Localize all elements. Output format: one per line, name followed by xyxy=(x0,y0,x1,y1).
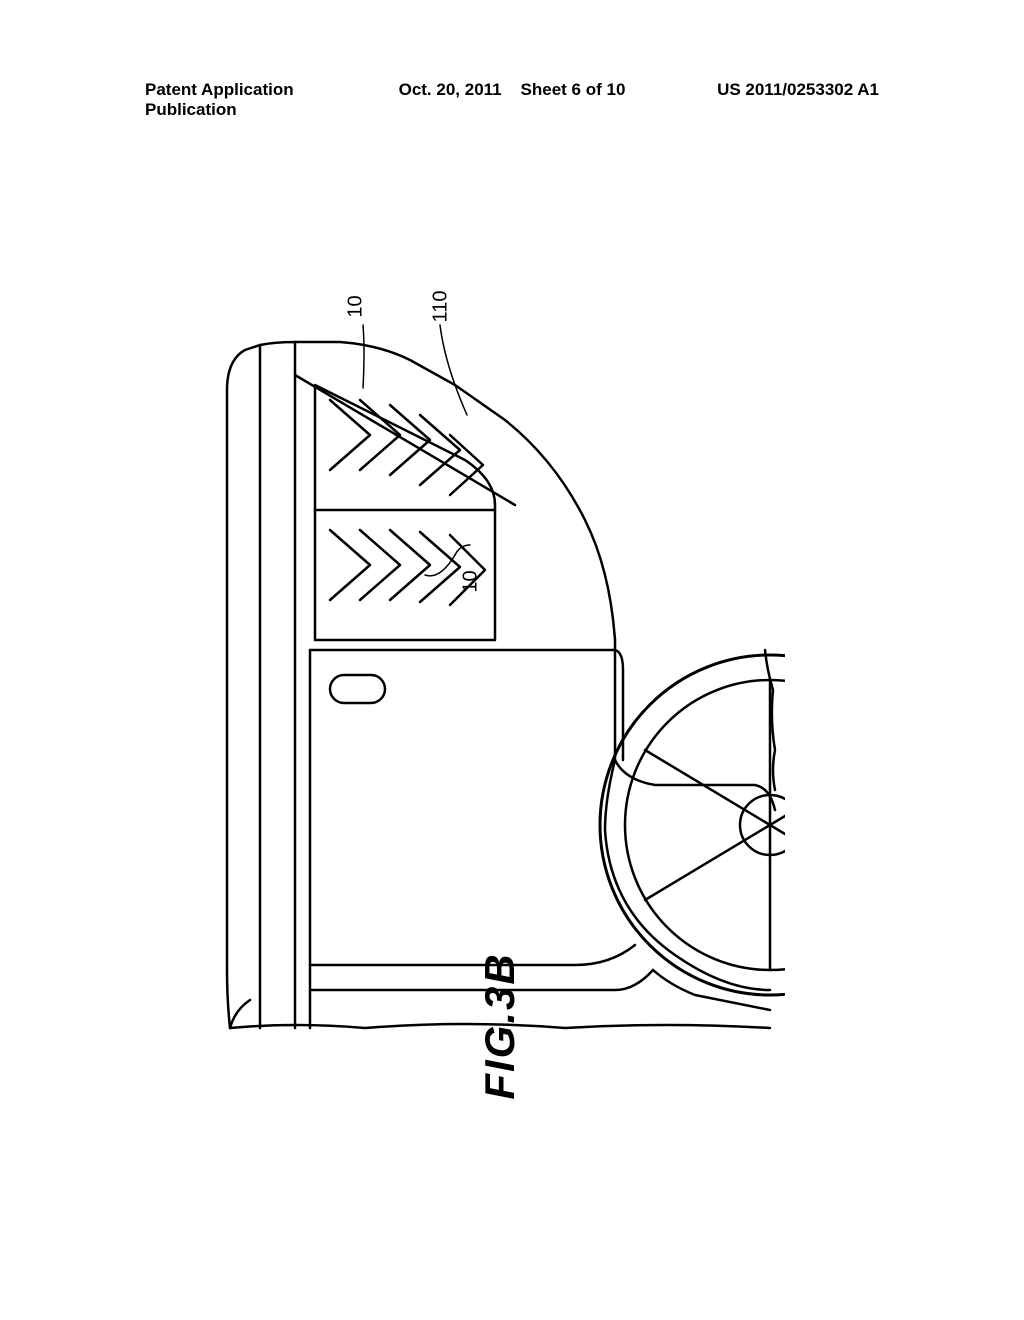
sheet-info: Sheet 6 of 10 xyxy=(521,80,626,99)
ref-label-10-upper: 10 xyxy=(345,295,368,317)
figure-caption: FIG.3B xyxy=(476,952,524,1099)
publication-number: US 2011/0253302 A1 xyxy=(634,80,879,120)
publication-date: Oct. 20, 2011 xyxy=(399,80,502,99)
publication-type: Patent Application Publication xyxy=(145,80,390,120)
patent-figure: 10 110 10 FIG.3B xyxy=(215,270,785,1040)
vehicle-drawing xyxy=(215,270,785,1040)
ref-label-10-lower: 10 xyxy=(460,570,483,592)
page-header: Patent Application Publication Oct. 20, … xyxy=(0,80,1024,120)
ref-label-110: 110 xyxy=(429,291,452,323)
header-date-sheet: Oct. 20, 2011 Sheet 6 of 10 xyxy=(390,80,635,120)
